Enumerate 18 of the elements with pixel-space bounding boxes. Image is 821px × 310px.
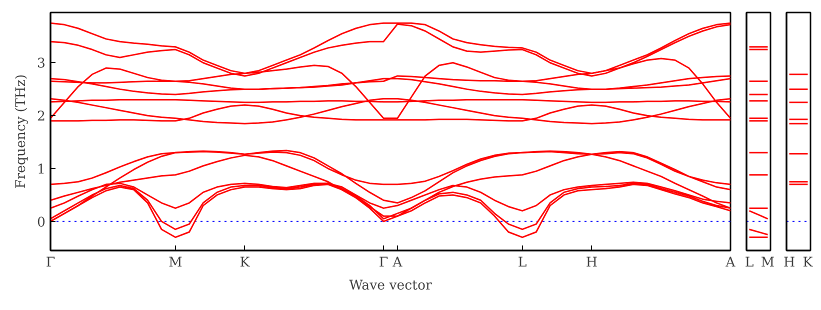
x-tick-label: H [586,256,598,270]
x-tick-label: K [240,256,251,270]
y-tick-label: 3 [37,56,46,72]
x-tick-label: M [168,256,182,270]
x-tick-label: Γ [46,256,56,270]
x-tick-label: K [802,256,814,270]
x-tick-label: L [518,256,527,270]
x-axis-title: Wave vector [349,278,433,294]
x-tick-label: L [744,256,754,270]
x-tick-label: H [783,256,796,270]
x-tick-label: A [724,256,736,270]
x-tick-label: Γ [378,256,388,270]
y-axis-title: Frequency (THz) [14,74,30,189]
y-tick-label: 0 [37,215,46,230]
y-tick-label: 2 [37,110,46,125]
x-tick-label: A [392,256,403,270]
y-tick-label: 1 [37,162,46,178]
x-tick-label: M [760,256,775,270]
